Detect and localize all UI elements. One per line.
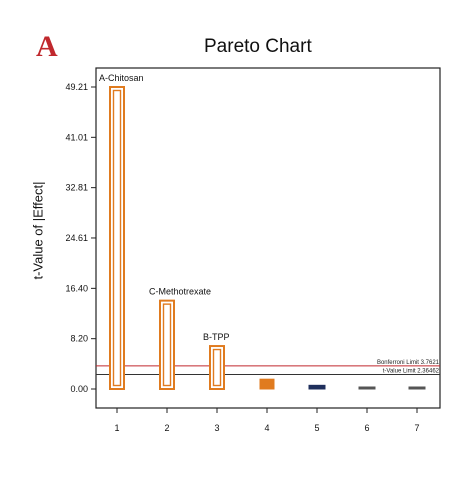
bars bbox=[109, 86, 426, 391]
x-tick-label: 4 bbox=[264, 423, 269, 433]
y-tick-label: 41.01 bbox=[65, 132, 88, 142]
x-tick-label: 1 bbox=[114, 423, 119, 433]
x-ticks: 1 2 3 4 5 6 7 bbox=[114, 408, 420, 433]
bar bbox=[308, 384, 326, 390]
bar bbox=[358, 386, 376, 390]
y-tick-label: 16.40 bbox=[65, 283, 88, 293]
y-tick-label: 49.21 bbox=[65, 82, 88, 92]
reference-lines: Bonferroni Limit 3.7621 t-Value Limit 2.3… bbox=[96, 360, 440, 375]
x-tick-label: 7 bbox=[414, 423, 419, 433]
y-tick-label: 8.20 bbox=[70, 334, 88, 344]
bar bbox=[209, 345, 225, 391]
x-tick-label: 2 bbox=[164, 423, 169, 433]
bar-labels: A-Chitosan C-Methotrexate B-TPP bbox=[99, 73, 230, 342]
bar bbox=[408, 386, 426, 390]
bar-label: A-Chitosan bbox=[99, 73, 144, 83]
bar-inner-outline bbox=[162, 303, 172, 387]
plot-frame bbox=[95, 67, 441, 409]
bar bbox=[109, 86, 125, 390]
chart-title: Pareto Chart bbox=[204, 36, 312, 57]
panel-letter: A bbox=[36, 30, 58, 63]
y-tick-label: 32.81 bbox=[65, 183, 88, 193]
x-tick-label: 3 bbox=[214, 423, 219, 433]
y-ticks: 0.00 8.20 16.40 24.61 32.81 41.01 49.21 bbox=[65, 82, 96, 394]
reference-line-label: Bonferroni Limit 3.7621 bbox=[377, 360, 440, 366]
reference-line-label: t-Value Limit 2.36462 bbox=[383, 368, 440, 374]
bar-inner-outline bbox=[112, 89, 122, 387]
y-tick-label: 24.61 bbox=[65, 233, 88, 243]
x-tick-label: 6 bbox=[364, 423, 369, 433]
bar-label: C-Methotrexate bbox=[149, 287, 211, 297]
x-tick-label: 5 bbox=[314, 423, 319, 433]
bar-label: B-TPP bbox=[203, 332, 230, 342]
bar-inner-outline bbox=[212, 348, 222, 387]
y-tick-label: 0.00 bbox=[70, 384, 88, 394]
bar bbox=[159, 299, 175, 390]
bar bbox=[259, 378, 275, 390]
